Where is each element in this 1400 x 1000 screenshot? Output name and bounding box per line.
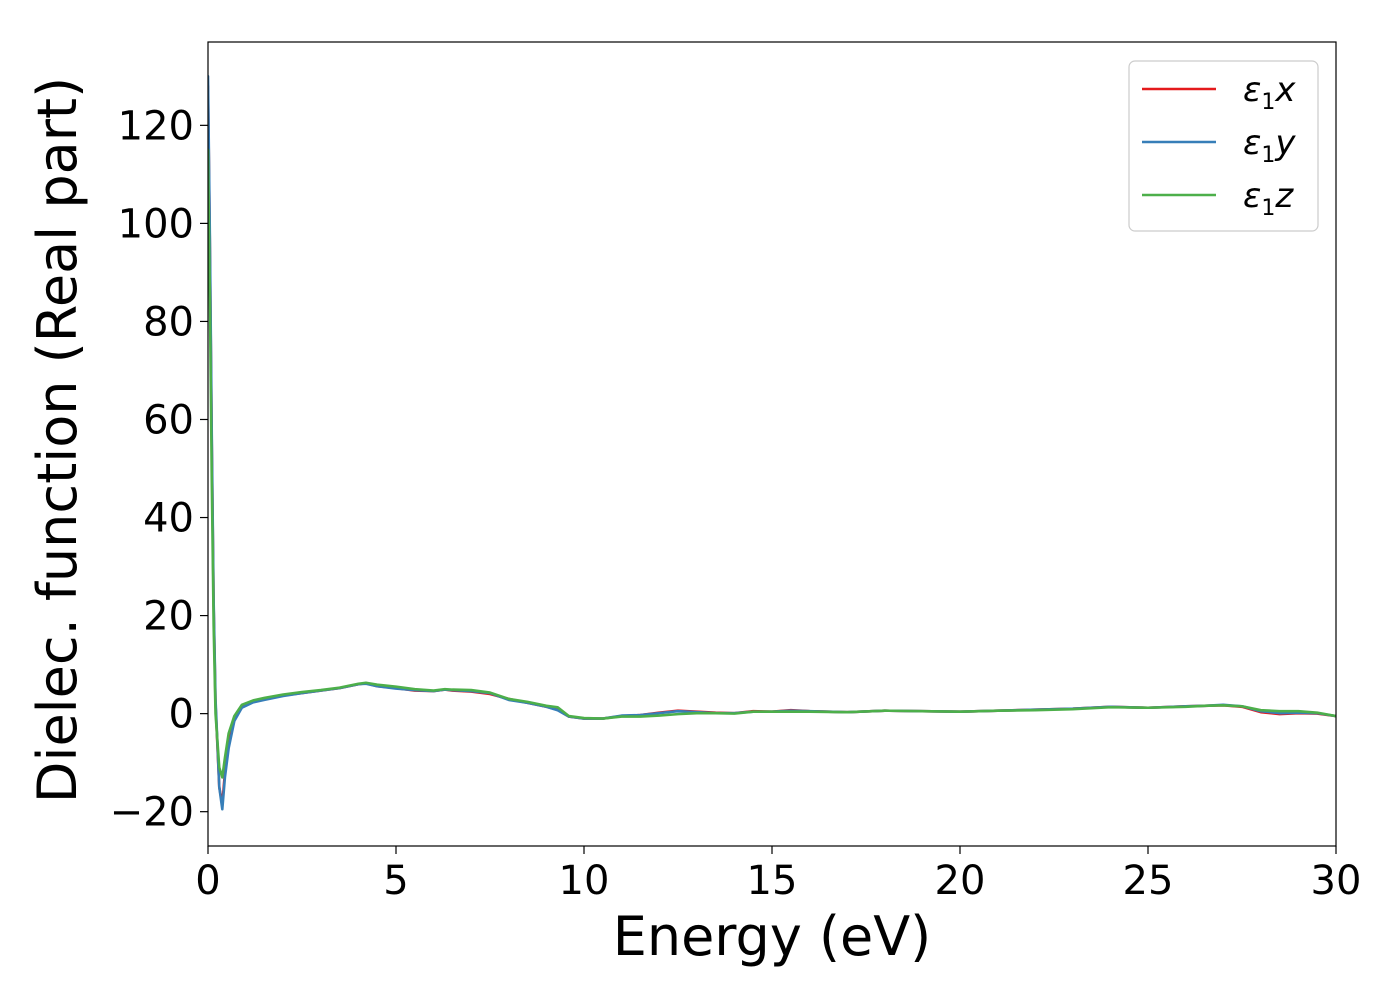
y-axis-title: Dielec. function (Real part) — [26, 77, 89, 803]
legend-item: ε1y — [1142, 123, 1296, 168]
y-tick-label: 40 — [143, 496, 194, 542]
legend-label: ε1y — [1243, 123, 1296, 168]
x-axis-ticks: 0 5 10 15 20 25 30 — [195, 846, 1361, 904]
x-tick-label: 25 — [1123, 858, 1174, 904]
y-axis-ticks: −20 0 20 40 60 80 100 120 — [110, 103, 208, 836]
x-tick-label: 5 — [383, 858, 408, 904]
y-tick-label: 20 — [143, 594, 194, 640]
x-axis-title: Energy (eV) — [613, 905, 932, 968]
y-tick-label: −20 — [110, 790, 194, 836]
y-tick-label: 120 — [118, 103, 194, 149]
legend: ε1x ε1y ε1z — [1128, 60, 1319, 232]
x-tick-label: 10 — [559, 858, 610, 904]
y-tick-label: 100 — [118, 201, 194, 247]
x-tick-label: 0 — [195, 858, 220, 904]
legend-item: ε1x — [1142, 70, 1296, 115]
y-tick-label: 0 — [169, 692, 194, 738]
x-tick-label: 15 — [747, 858, 798, 904]
legend-item: ε1z — [1142, 176, 1294, 221]
y-tick-label: 80 — [143, 299, 194, 345]
legend-label: ε1z — [1243, 176, 1294, 221]
series-layer — [208, 75, 1336, 811]
legend-box — [1128, 60, 1319, 232]
legend-label: ε1x — [1243, 70, 1296, 115]
x-tick-label: 20 — [935, 858, 986, 904]
x-tick-label: 30 — [1311, 858, 1362, 904]
y-tick-label: 60 — [143, 397, 194, 443]
series-line-z — [208, 148, 1336, 779]
